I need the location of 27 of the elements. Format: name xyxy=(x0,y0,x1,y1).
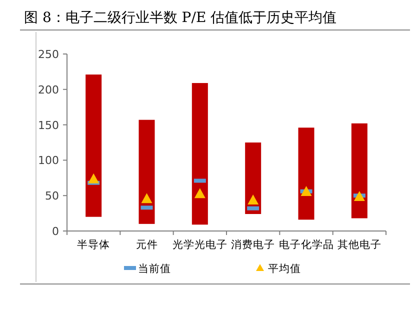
x-tick-label: 消费电子 xyxy=(231,238,276,251)
x-tick-label: 其他电子 xyxy=(337,238,382,251)
chart-title: 图 8：电子二级行业半数 P/E 估值低于历史平均值 xyxy=(24,10,337,26)
bar xyxy=(245,142,262,214)
y-tick-label: 50 xyxy=(45,190,59,203)
point xyxy=(194,188,206,198)
point xyxy=(300,186,312,196)
point xyxy=(141,193,152,204)
y-tick-label: 100 xyxy=(38,154,59,168)
x-tick-label: 元件 xyxy=(136,239,158,251)
y-tick-label: 150 xyxy=(38,118,59,132)
bar xyxy=(138,120,155,224)
bar xyxy=(298,128,314,220)
y-tick-label: 250 xyxy=(38,48,59,61)
point xyxy=(354,191,365,202)
y-tick-label: 0 xyxy=(52,225,59,238)
x-tick-label: 光学光电子 xyxy=(172,238,228,251)
legend-label: 当前值 xyxy=(138,263,171,275)
legend-label: 平均值 xyxy=(268,263,301,275)
point xyxy=(248,194,259,205)
bar xyxy=(351,123,368,218)
point xyxy=(88,173,100,184)
x-tick-label: 电子化学品 xyxy=(278,238,334,251)
bar xyxy=(192,83,208,225)
x-tick-label: 半导体 xyxy=(77,238,110,251)
bar xyxy=(86,74,102,217)
y-tick-label: 200 xyxy=(38,83,59,96)
